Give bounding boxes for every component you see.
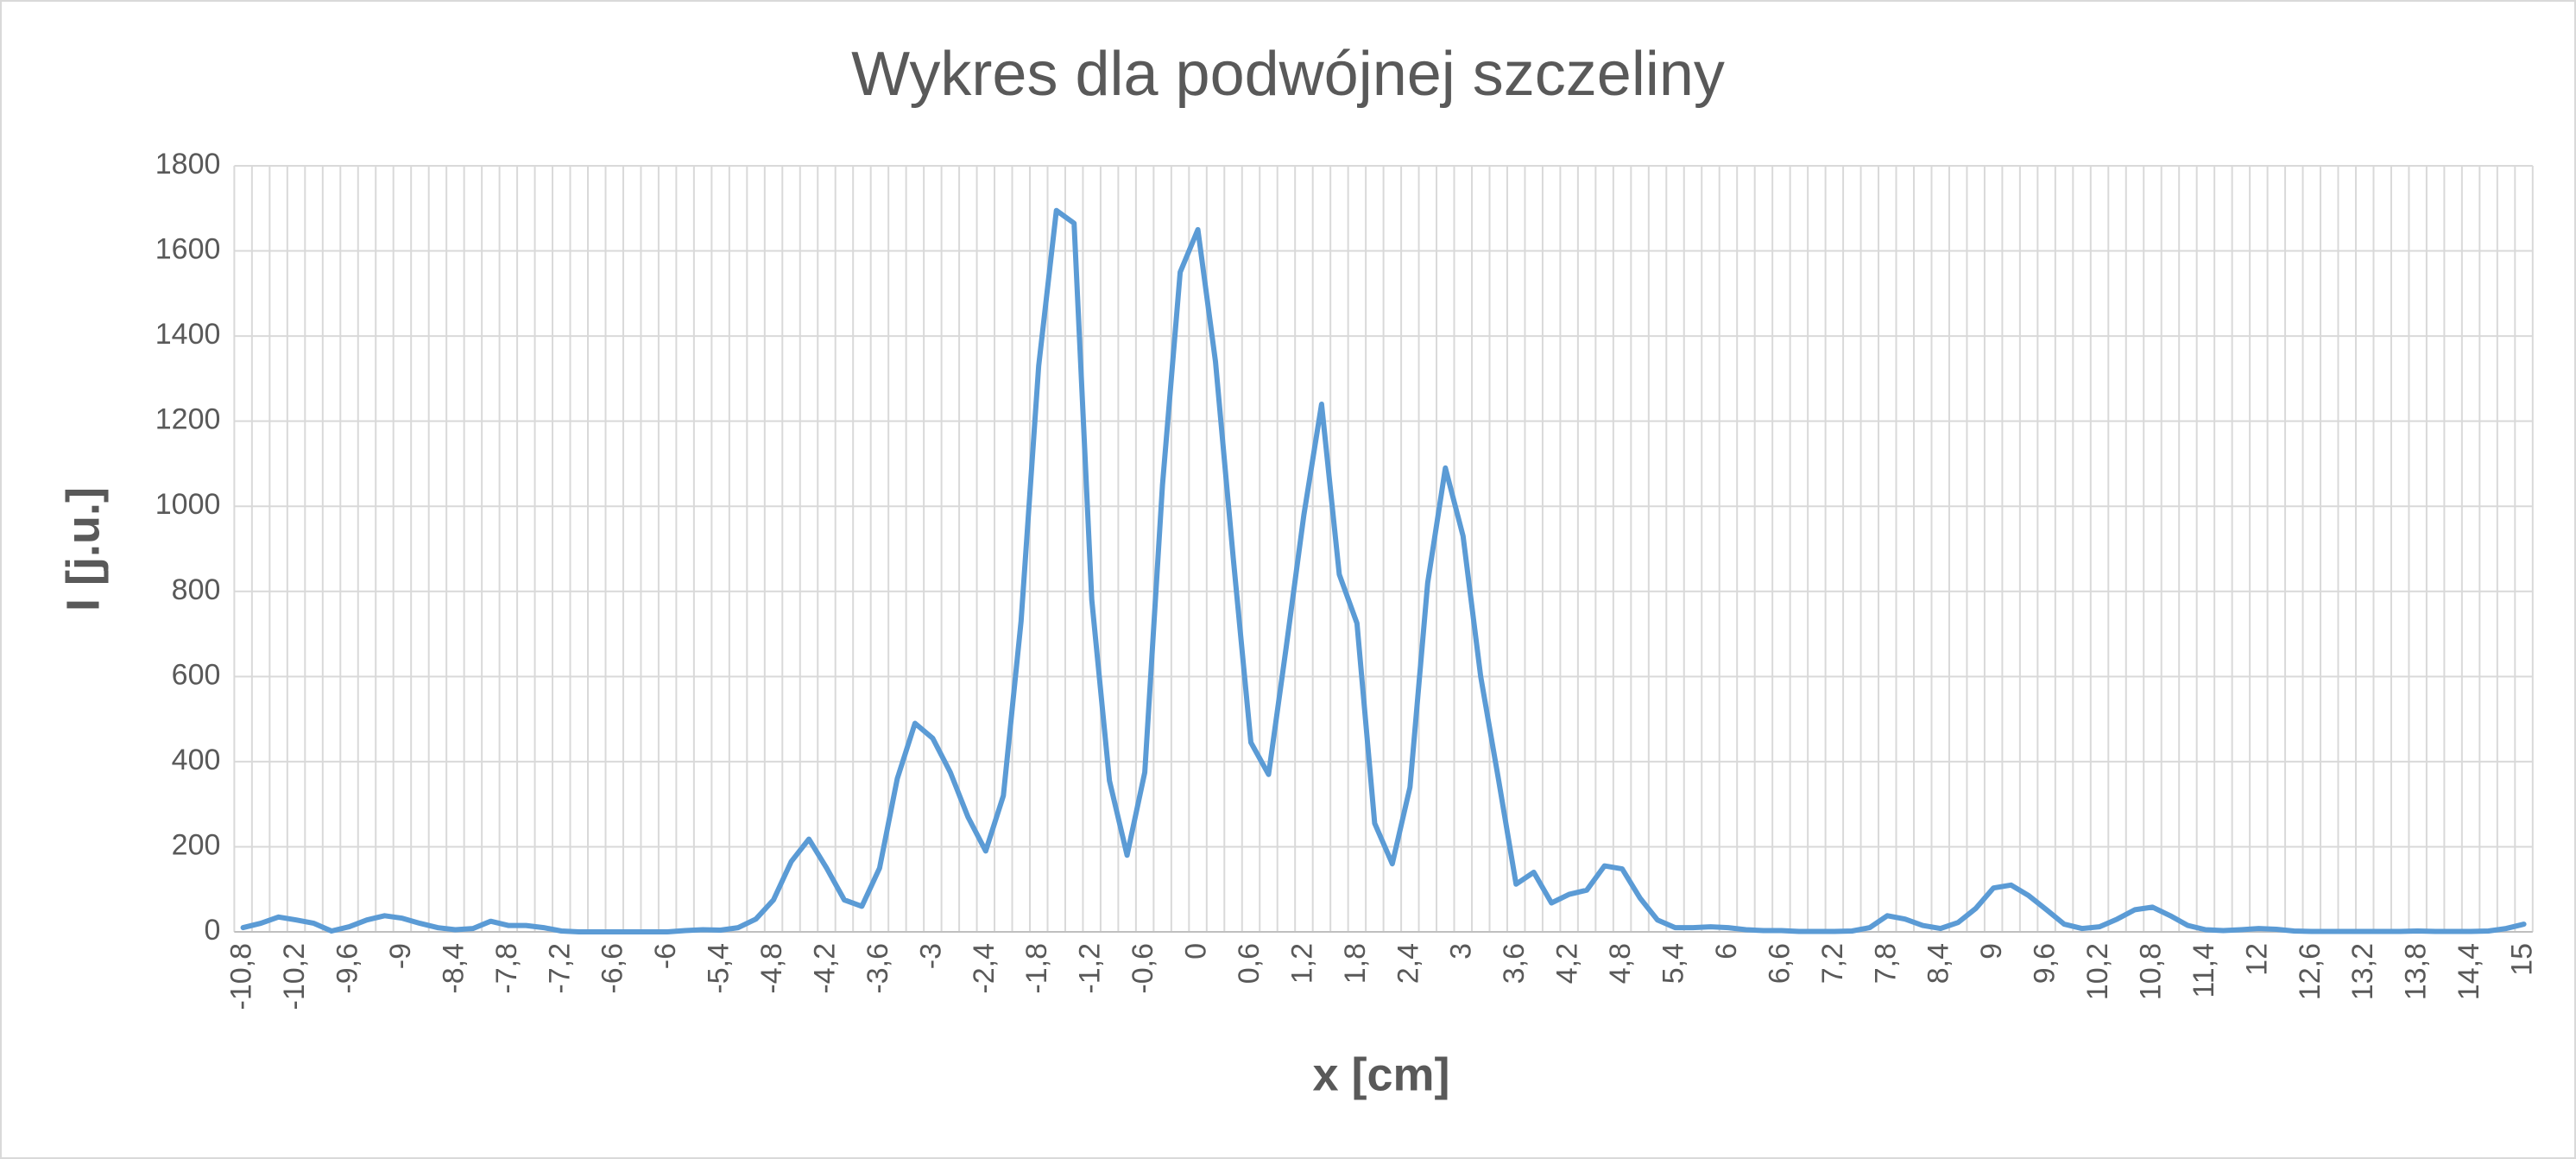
- x-tick-label: 13,2: [2346, 943, 2379, 1000]
- x-tick-label: 14,4: [2453, 943, 2485, 1000]
- x-tick-label: 3: [1445, 943, 1478, 960]
- x-tick-label: 0,6: [1233, 943, 1266, 984]
- x-tick-label: 12,6: [2294, 943, 2327, 1000]
- x-tick-label: -9,6: [331, 943, 364, 994]
- y-tick-label: 600: [172, 658, 221, 691]
- x-tick-label: -1,2: [1074, 943, 1107, 994]
- x-tick-label: 0: [1180, 943, 1213, 960]
- x-tick-label: -9: [384, 943, 417, 969]
- x-tick-label: -3: [914, 943, 947, 969]
- x-tick-label: 4,2: [1551, 943, 1584, 984]
- x-tick-label: 1,8: [1339, 943, 1372, 984]
- x-tick-label: -3,6: [862, 943, 894, 994]
- x-tick-label: -4,2: [808, 943, 841, 994]
- x-tick-label: -6: [649, 943, 682, 969]
- x-tick-label: 2,4: [1392, 943, 1424, 984]
- data-line: [240, 207, 2527, 934]
- y-axis-title: I [j.u.]: [57, 487, 109, 611]
- y-tick-label: 1400: [155, 318, 221, 351]
- x-tick-label: 10,2: [2081, 943, 2114, 1000]
- y-tick-label: 1000: [155, 488, 221, 521]
- y-tick-label: 800: [172, 573, 221, 606]
- x-tick-label: 1,2: [1285, 943, 1318, 984]
- x-tick-label: 15: [2506, 943, 2539, 976]
- y-tick-label: 1800: [155, 148, 221, 180]
- x-tick-label: -8,4: [437, 943, 470, 994]
- x-tick-label: -1,8: [1020, 943, 1053, 994]
- x-tick-label: -2,4: [968, 943, 1001, 994]
- x-tick-label: -10,8: [225, 943, 258, 1010]
- x-axis-title: x [cm]: [1312, 1048, 1449, 1100]
- y-tick-label: 1600: [155, 233, 221, 266]
- x-tick-label: 3,6: [1498, 943, 1531, 984]
- x-tick-label: 5,4: [1657, 943, 1690, 984]
- x-tick-label: -7,8: [490, 943, 523, 994]
- y-tick-label: 200: [172, 828, 221, 861]
- y-tick-label: 1200: [155, 403, 221, 436]
- x-tick-label: -4,8: [755, 943, 788, 994]
- x-tick-label: -7,2: [543, 943, 576, 994]
- x-tick-label: 9: [1975, 943, 2008, 960]
- x-tick-label: 7,8: [1869, 943, 1902, 984]
- x-tick-label: -10,2: [278, 943, 311, 1010]
- y-tick-label: 0: [204, 914, 220, 947]
- x-tick-label: 7,2: [1816, 943, 1849, 984]
- x-tick-label: 4,8: [1604, 943, 1637, 984]
- x-tick-label: -5,4: [703, 943, 736, 994]
- x-tick-label: 12: [2240, 943, 2273, 976]
- x-tick-label: 8,4: [1923, 943, 1955, 984]
- x-tick-label: 10,8: [2134, 943, 2167, 1000]
- x-tick-label: 6: [1710, 943, 1743, 960]
- x-tick-label: -0,6: [1127, 943, 1159, 994]
- chart-title: Wykres dla podwójnej szczeliny: [851, 40, 1725, 109]
- x-tick-label: -6,6: [597, 943, 629, 994]
- x-tick-label: 6,6: [1763, 943, 1796, 984]
- y-tick-label: 400: [172, 744, 221, 776]
- x-tick-label: 13,8: [2400, 943, 2433, 1000]
- x-tick-label: 11,4: [2188, 943, 2220, 998]
- x-tick-label: 9,6: [2029, 943, 2061, 984]
